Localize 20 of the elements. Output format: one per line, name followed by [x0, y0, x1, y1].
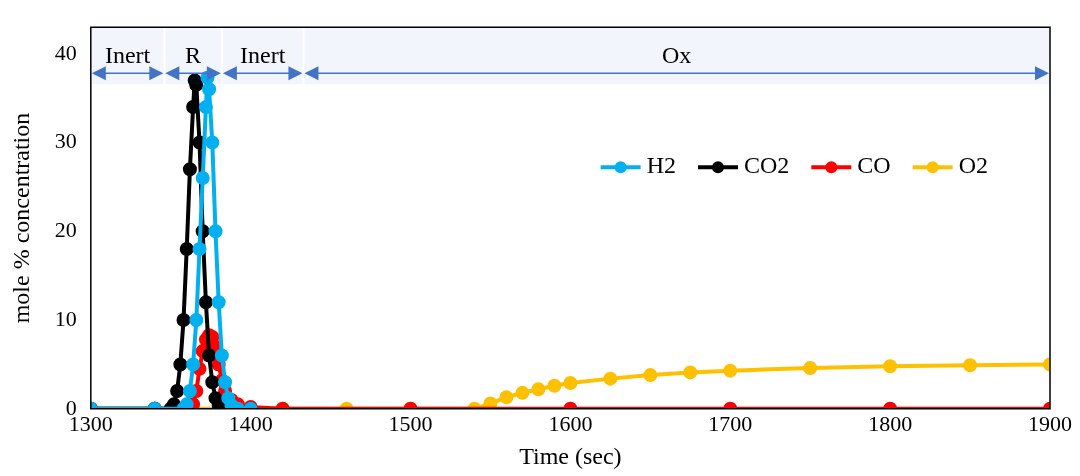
band-label: Inert	[104, 42, 151, 69]
x-tick-label: 1700	[708, 410, 753, 436]
y-tick-label: 30	[54, 128, 77, 154]
x-tick-label: 1900	[1028, 410, 1072, 436]
x-tick-label: 1800	[868, 410, 913, 436]
x-axis-title: Time (sec)	[519, 442, 622, 469]
legend-label: CO2	[743, 152, 790, 179]
x-tick-label: 1500	[388, 410, 433, 436]
legend-label: O2	[958, 152, 989, 179]
band-label: Ox	[662, 42, 692, 69]
y-tick-label: 40	[54, 39, 77, 65]
x-tick-label: 1600	[548, 410, 593, 436]
y-tick-label: 10	[54, 305, 77, 331]
y-tick-label: 20	[54, 217, 77, 243]
x-tick-label: 1400	[228, 410, 273, 436]
y-axis-title: mole % concentration	[7, 112, 34, 324]
band-label: Inert	[240, 42, 286, 69]
legend-label: H2	[646, 152, 676, 179]
legend-label: CO	[857, 152, 891, 179]
band-label: R	[185, 42, 202, 69]
